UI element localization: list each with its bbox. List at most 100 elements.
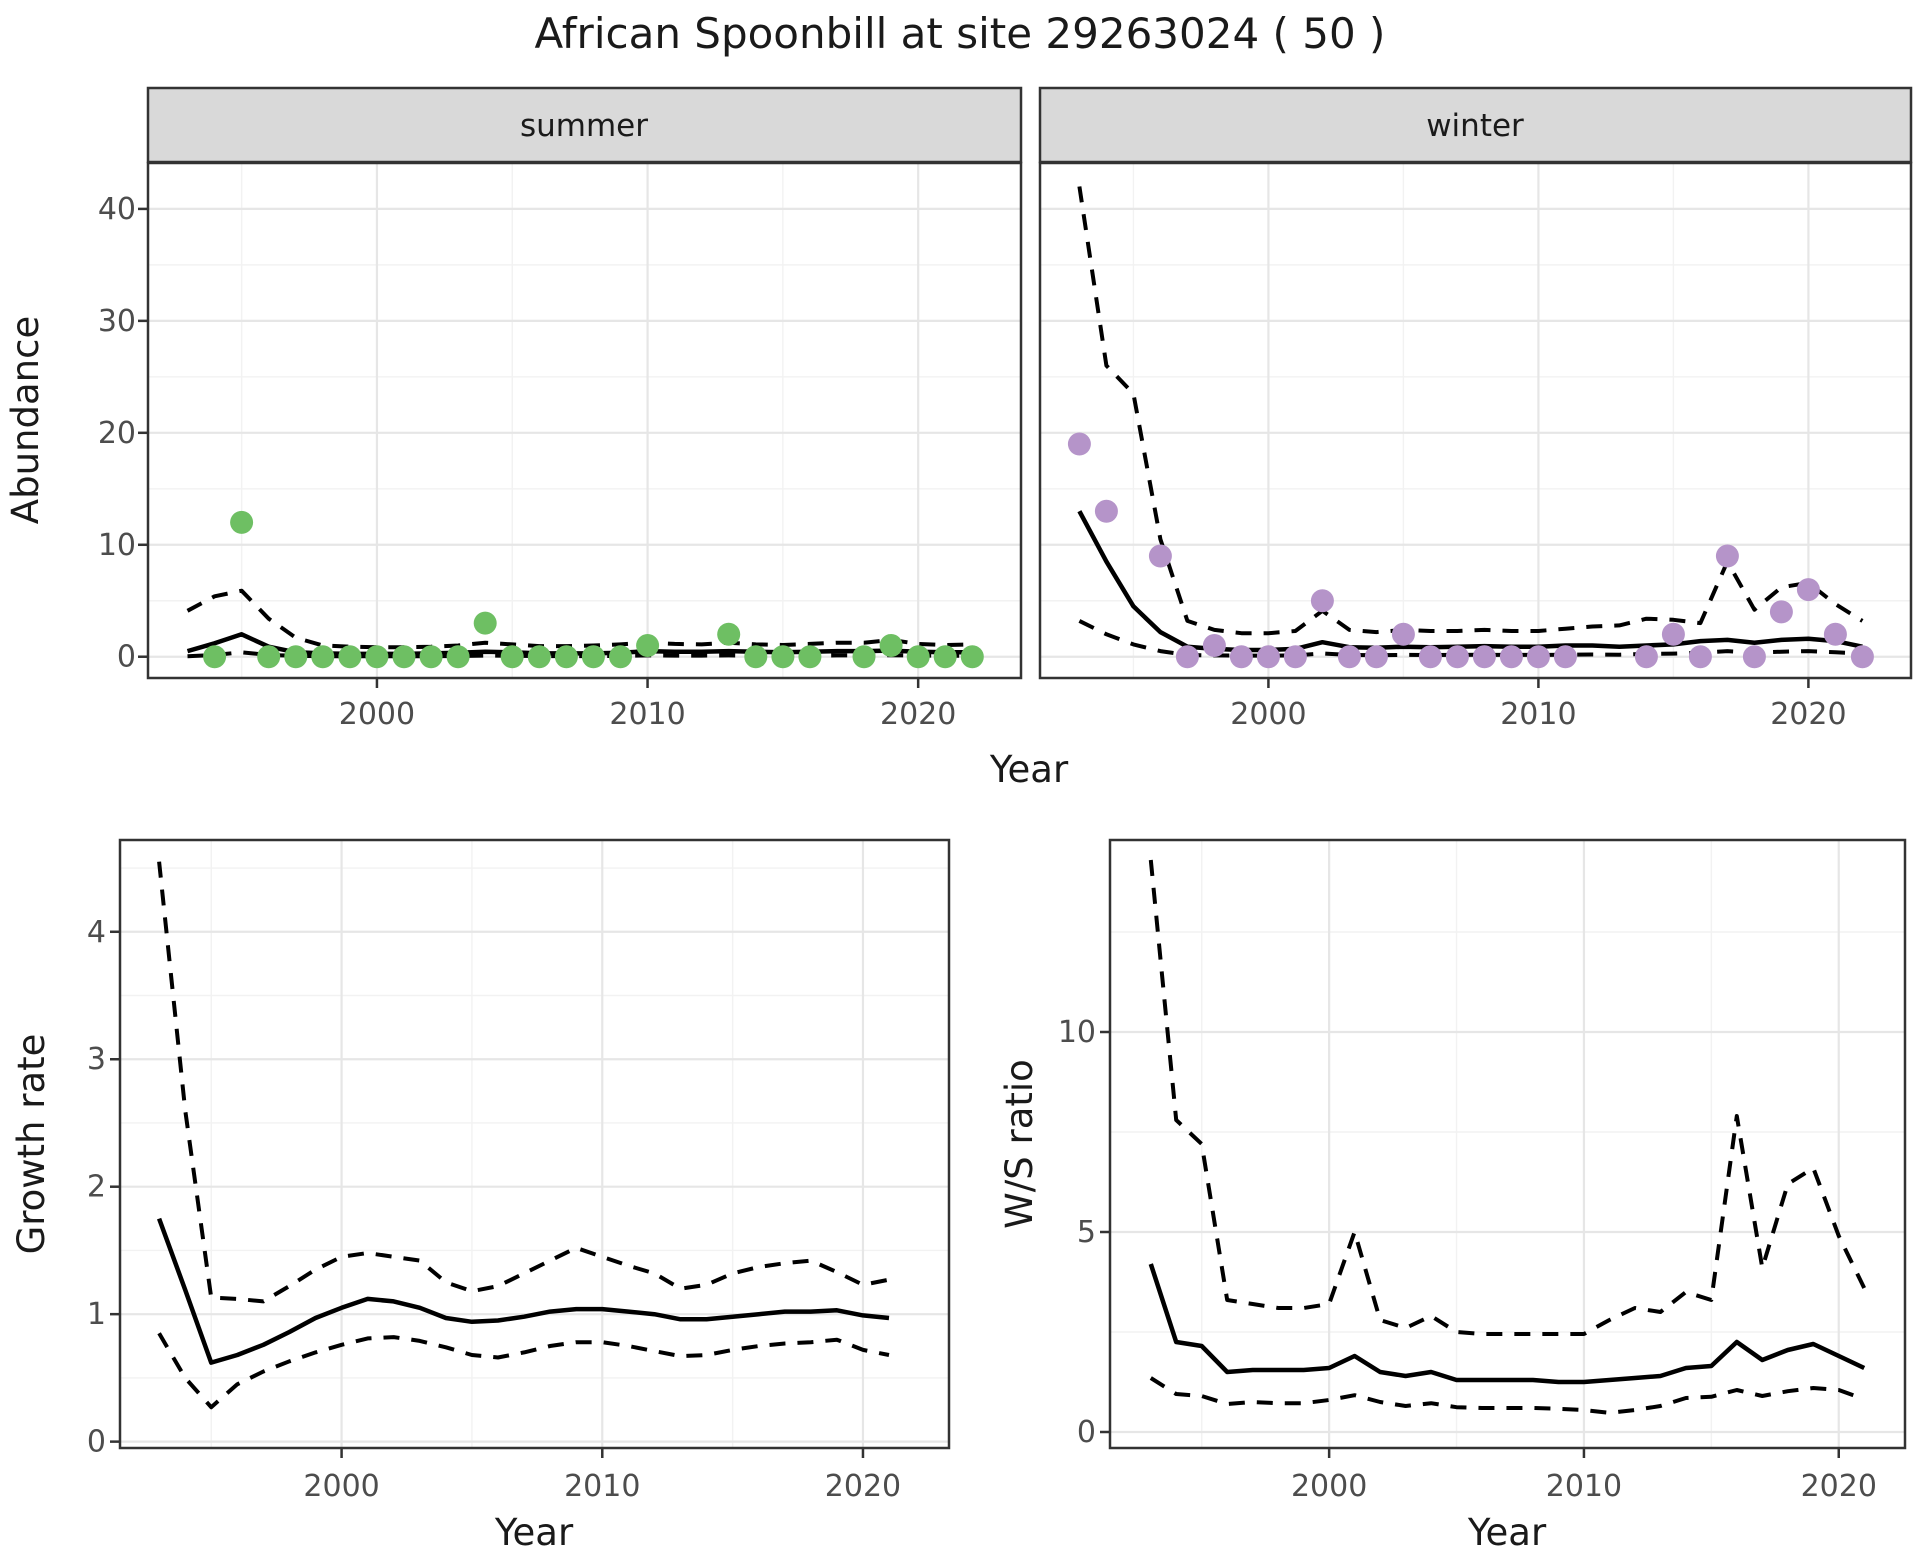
axis-ticks: 2000 2010 2020 0 5 10 (1058, 1015, 1877, 1504)
series-layer (1067, 186, 1874, 669)
data-point (1634, 645, 1658, 669)
data-point (581, 645, 605, 669)
gridlines (120, 840, 949, 1448)
data-point (771, 645, 795, 669)
axis-ticks: 2000 2010 2020 0 1 2 3 4 (87, 915, 901, 1504)
x-tick-label: 2010 (564, 1469, 640, 1504)
data-point (392, 645, 416, 669)
data-point (1688, 645, 1712, 669)
x-tick-label: 2000 (1230, 697, 1306, 732)
axis-ticks: 2000 2010 2020 (1230, 679, 1847, 732)
data-point (1472, 645, 1496, 669)
facet-label-summer: summer (520, 108, 648, 144)
data-point (1418, 645, 1442, 669)
x-tick-label: 2010 (1500, 697, 1576, 732)
chart-title: African Spoonbill at site 29263024 ( 50 … (535, 9, 1386, 58)
panel-background (148, 163, 1021, 678)
y-axis-title-ws-ratio: W/S ratio (998, 1059, 1041, 1229)
x-axis-title-year-growth: Year (494, 1511, 574, 1554)
data-point (960, 645, 984, 669)
data-point (933, 645, 957, 669)
ci-lower-line (187, 650, 973, 659)
data-point (1202, 634, 1226, 657)
y-tick-label: 0 (117, 640, 136, 675)
data-point (1850, 645, 1874, 669)
y-tick-label: 4 (87, 915, 106, 950)
data-point (311, 645, 335, 669)
panel-growth-rate: 2000 2010 2020 0 1 2 3 4 (87, 838, 951, 1504)
x-tick-label: 2020 (880, 697, 956, 732)
ci-lower-line (1078, 619, 1863, 658)
x-tick-label: 2020 (825, 1469, 901, 1504)
data-point (1175, 645, 1199, 669)
data-point (1742, 645, 1766, 669)
y-tick-label: 0 (87, 1425, 106, 1460)
data-point (527, 645, 551, 669)
panel-background (1110, 840, 1905, 1448)
data-point (1445, 645, 1469, 669)
data-point (257, 645, 281, 669)
panel-abundance-summer: 2000 2010 2020 0 10 20 30 40 (98, 161, 1023, 732)
data-point (1283, 645, 1307, 669)
y-tick-label: 0 (1077, 1415, 1096, 1450)
axis-ticks: 2000 2010 2020 0 10 20 30 40 (98, 192, 957, 732)
data-point (419, 645, 443, 669)
data-point (879, 634, 903, 657)
y-tick-label: 20 (98, 416, 136, 451)
series-layer (186, 510, 984, 669)
x-tick-label: 2000 (339, 697, 415, 732)
facet-label-winter: winter (1426, 108, 1524, 144)
data-point (1337, 645, 1361, 669)
panel-border (1108, 838, 1907, 1450)
y-tick-label: 30 (98, 304, 136, 339)
facet-strip-winter (1038, 86, 1913, 164)
data-point (1310, 589, 1334, 613)
data-point (1256, 645, 1280, 669)
data-point (1067, 432, 1091, 456)
data-point (473, 611, 497, 635)
data-point (1769, 600, 1793, 624)
y-tick-label: 40 (98, 192, 136, 227)
x-tick-label: 2000 (1291, 1469, 1367, 1504)
y-axis-title-growth-rate: Growth rate (10, 1034, 53, 1255)
data-point (1823, 622, 1847, 646)
data-point (1796, 578, 1820, 602)
x-axis-title-year-top: Year (989, 748, 1069, 791)
ci-lower-line (1149, 1376, 1865, 1415)
data-point (1229, 645, 1253, 669)
panel-border (118, 838, 951, 1450)
data-point (203, 645, 227, 669)
x-tick-label: 2020 (1801, 1469, 1877, 1504)
x-tick-label: 2020 (1770, 697, 1846, 732)
data-point (500, 645, 524, 669)
y-tick-label: 2 (87, 1170, 106, 1205)
facet-strips: summer winter (146, 86, 1913, 164)
y-tick-label: 5 (1077, 1215, 1096, 1250)
ci-upper-line (186, 588, 973, 650)
data-point (284, 645, 308, 669)
data-point (1364, 645, 1388, 669)
y-tick-label: 3 (87, 1042, 106, 1077)
data-points (1067, 432, 1874, 669)
model-fit-line (156, 1217, 890, 1365)
data-point (1148, 544, 1172, 568)
data-point (798, 645, 822, 669)
ci-upper-line (1148, 859, 1866, 1336)
data-point (1499, 645, 1523, 669)
data-point (717, 622, 741, 646)
facet-strip-summer (146, 86, 1023, 164)
y-tick-label: 10 (98, 528, 136, 563)
ci-upper-line (1077, 186, 1864, 636)
data-point (1526, 645, 1550, 669)
data-point (852, 645, 876, 669)
ci-lower-line (157, 1332, 890, 1410)
data-point (636, 634, 660, 657)
gridlines (1110, 840, 1905, 1448)
data-point (446, 645, 470, 669)
data-point (554, 645, 578, 669)
x-tick-label: 2010 (609, 697, 685, 732)
ci-upper-line (157, 861, 890, 1304)
